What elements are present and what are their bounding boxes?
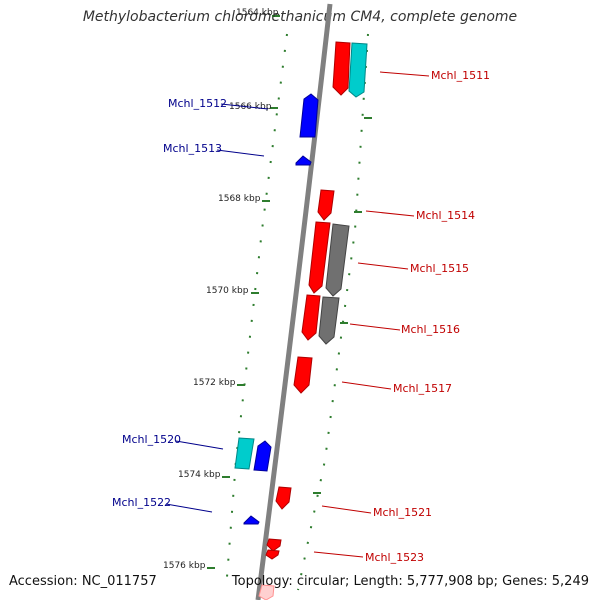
gene-label-mchl-1521: Mchl_1521 [373,506,432,519]
left-dotted-track [225,33,288,591]
tick-label: 1570 kbp [206,286,249,296]
gene-mchl-1512[interactable] [299,93,319,138]
tick-label: 1576 kbp [163,561,206,571]
tick-label: 1568 kbp [218,194,261,204]
gene-mchl-1513[interactable] [295,155,312,166]
genome-backbone [255,3,333,600]
gene-label-mchl-1516: Mchl_1516 [401,323,460,336]
tick-marks [207,15,372,569]
forward-genes [234,93,319,525]
tick-label: 1564 kbp [236,8,279,18]
gene-mchl-1520-cyan[interactable] [234,437,255,470]
gene-mchl-1521[interactable] [275,486,292,510]
gene-label-mchl-1511: Mchl_1511 [431,69,490,82]
gene-mchl-1511[interactable] [332,41,351,96]
gene-label-mchl-1520: Mchl_1520 [122,433,181,446]
tick-label: 1574 kbp [178,470,221,480]
gene-mchl-1523b[interactable] [265,549,280,560]
gene-mchl-1515[interactable] [308,221,331,294]
gene-mchl-1511-cyan[interactable] [348,42,368,98]
genome-summary: Topology: circular; Length: 5,777,908 bp… [231,574,589,589]
leader-lines [165,71,430,558]
reverse-genes [258,41,368,600]
gene-edge[interactable] [258,584,275,600]
gene-label-mchl-1512: Mchl_1512 [168,97,227,110]
dotted-guides [225,33,369,591]
gene-mchl-1520[interactable] [253,440,272,472]
map-title: Methylobacterium chloromethanicum CM4, c… [82,9,518,25]
gene-label-mchl-1513: Mchl_1513 [163,142,222,155]
gene-mchl-1514[interactable] [317,189,335,221]
gene-mchl-1523[interactable] [266,538,282,552]
gene-label-mchl-1515: Mchl_1515 [410,262,469,275]
gene-label-mchl-1522: Mchl_1522 [112,496,171,509]
gene-label-mchl-1514: Mchl_1514 [416,209,475,222]
gene-labels: Mchl_1511 Mchl_1514 Mchl_1515 Mchl_1516 … [112,69,490,564]
gene-mchl-1516[interactable] [301,294,321,341]
gene-mchl-1517[interactable] [293,356,313,394]
tick-label: 1572 kbp [193,378,236,388]
gene-label-mchl-1523: Mchl_1523 [365,551,424,564]
gene-mchl-1516-gray[interactable] [318,296,340,345]
gene-mchl-1515-gray[interactable] [325,223,350,297]
accession-label: Accession: NC_011757 [9,574,157,589]
gene-mchl-1522[interactable] [243,515,260,525]
gene-label-mchl-1517: Mchl_1517 [393,382,452,395]
tick-labels: 1564 kbp 1566 kbp 1568 kbp 1570 kbp 1572… [163,8,279,571]
